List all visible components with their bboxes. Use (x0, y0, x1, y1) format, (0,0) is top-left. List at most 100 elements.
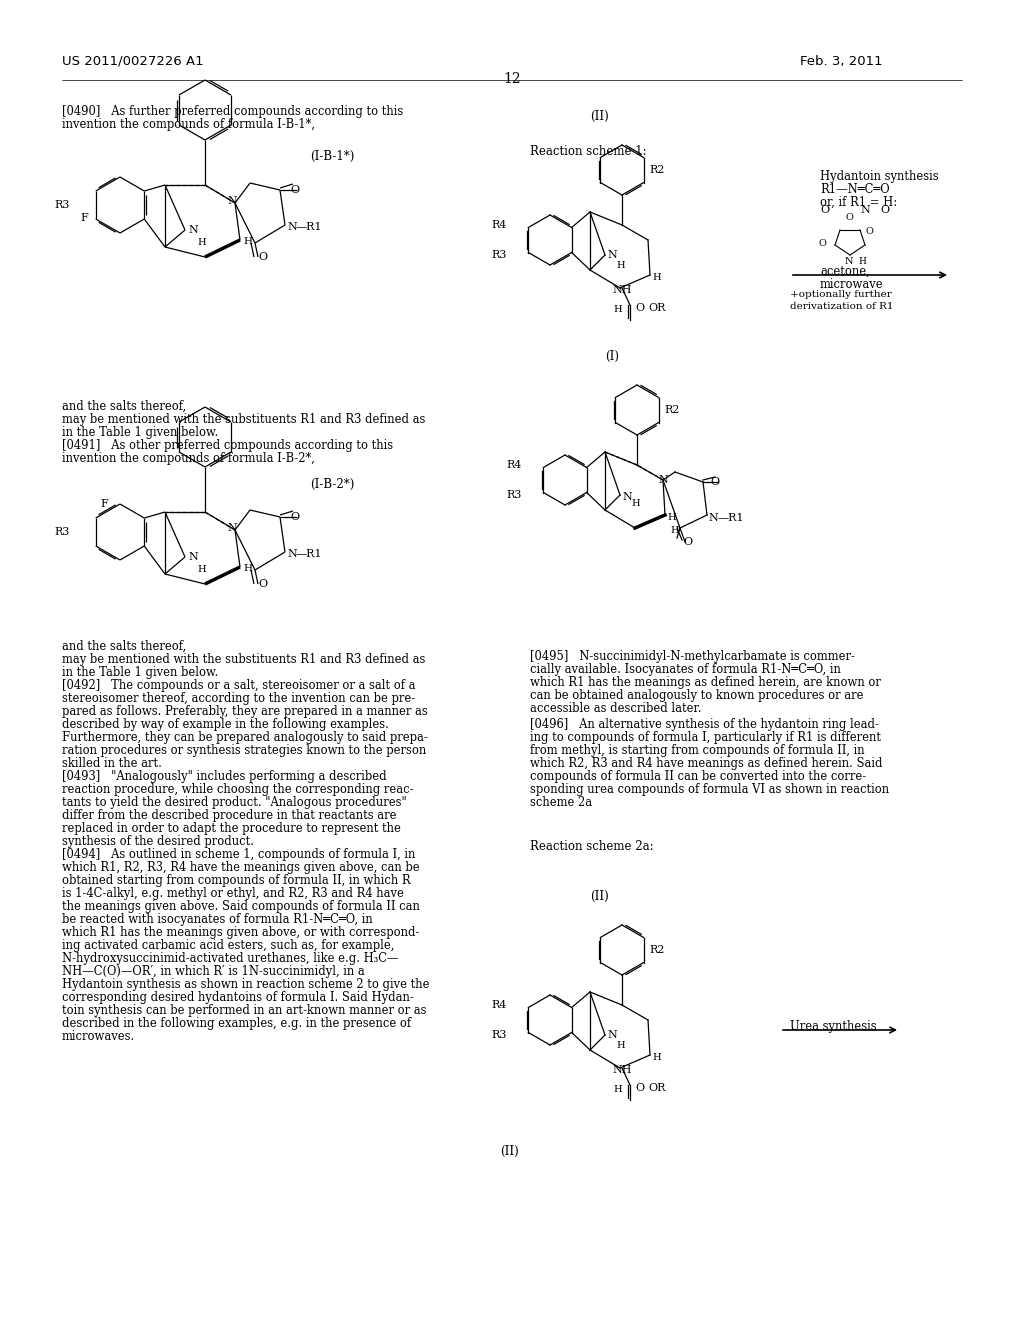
Text: ration procedures or synthesis strategies known to the person: ration procedures or synthesis strategie… (62, 744, 426, 756)
Text: H: H (616, 1041, 625, 1049)
Text: R2: R2 (664, 405, 679, 414)
Text: O: O (866, 227, 873, 236)
Text: O: O (845, 213, 853, 222)
Text: toin synthesis can be performed in an art-known manner or as: toin synthesis can be performed in an ar… (62, 1005, 427, 1016)
Text: [0496]   An alternative synthesis of the hydantoin ring lead-: [0496] An alternative synthesis of the h… (530, 718, 879, 731)
Text: H: H (613, 305, 622, 314)
Text: (II): (II) (590, 110, 608, 123)
Text: F: F (80, 213, 88, 223)
Text: can be obtained analogously to known procedures or are: can be obtained analogously to known pro… (530, 689, 863, 702)
Text: H: H (858, 257, 866, 267)
Text: accessible as described later.: accessible as described later. (530, 702, 701, 715)
Text: acetone,: acetone, (820, 265, 869, 279)
Text: compounds of formula II can be converted into the corre-: compounds of formula II can be converted… (530, 770, 866, 783)
Text: H: H (197, 238, 206, 247)
Text: H: H (197, 565, 206, 574)
Text: obtained starting from compounds of formula II, in which R: obtained starting from compounds of form… (62, 874, 411, 887)
Text: in the Table 1 given below.: in the Table 1 given below. (62, 667, 218, 678)
Text: N: N (607, 1030, 616, 1040)
Text: NH: NH (612, 285, 632, 294)
Text: described in the following examples, e.g. in the presence of: described in the following examples, e.g… (62, 1016, 411, 1030)
Text: Reaction scheme 2a:: Reaction scheme 2a: (530, 840, 653, 853)
Text: 12: 12 (503, 73, 521, 86)
Text: O: O (818, 239, 826, 248)
Text: N: N (622, 492, 632, 502)
Text: US 2011/0027226 A1: US 2011/0027226 A1 (62, 55, 204, 69)
Text: sponding urea compounds of formula VI as shown in reaction: sponding urea compounds of formula VI as… (530, 783, 889, 796)
Text: (I): (I) (605, 350, 618, 363)
Text: invention the compounds of formula I-B-1*,: invention the compounds of formula I-B-1… (62, 117, 315, 131)
Text: or, if R1 = H:: or, if R1 = H: (820, 195, 897, 209)
Text: O: O (290, 185, 299, 195)
Text: O: O (683, 537, 692, 546)
Text: R3: R3 (54, 527, 70, 537)
Text: N: N (188, 224, 198, 235)
Text: microwaves.: microwaves. (62, 1030, 135, 1043)
Text: which R1 has the meanings as defined herein, are known or: which R1 has the meanings as defined her… (530, 676, 881, 689)
Text: R3: R3 (54, 201, 70, 210)
Text: NH: NH (612, 1065, 632, 1074)
Text: stereoisomer thereof, according to the invention can be pre-: stereoisomer thereof, according to the i… (62, 692, 415, 705)
Text: H: H (243, 564, 252, 573)
Text: derivatization of R1: derivatization of R1 (790, 302, 894, 312)
Text: H: H (671, 525, 679, 535)
Text: be reacted with isocyanates of formula R1-N═C═O, in: be reacted with isocyanates of formula R… (62, 913, 373, 927)
Text: differ from the described procedure in that reactants are: differ from the described procedure in t… (62, 809, 396, 822)
Text: R3: R3 (492, 249, 507, 260)
Text: N: N (860, 205, 869, 215)
Text: and the salts thereof,: and the salts thereof, (62, 400, 186, 413)
Text: may be mentioned with the substituents R1 and R3 defined as: may be mentioned with the substituents R… (62, 653, 425, 667)
Text: H: H (652, 273, 660, 282)
Text: which R1, R2, R3, R4 have the meanings given above, can be: which R1, R2, R3, R4 have the meanings g… (62, 861, 420, 874)
Text: R3: R3 (507, 490, 522, 500)
Text: [0493]   "Analogously" includes performing a described: [0493] "Analogously" includes performing… (62, 770, 387, 783)
Text: ing activated carbamic acid esters, such as, for example,: ing activated carbamic acid esters, such… (62, 939, 394, 952)
Text: [0494]   As outlined in scheme 1, compounds of formula I, in: [0494] As outlined in scheme 1, compound… (62, 847, 416, 861)
Text: Furthermore, they can be prepared analogously to said prepa-: Furthermore, they can be prepared analog… (62, 731, 428, 744)
Text: (II): (II) (500, 1144, 519, 1158)
Text: —R1: —R1 (296, 222, 323, 232)
Text: —R1: —R1 (296, 549, 323, 558)
Text: F: F (100, 499, 108, 510)
Text: OR: OR (648, 1082, 666, 1093)
Text: R1—N═C═O: R1—N═C═O (820, 183, 890, 195)
Text: in the Table 1 given below.: in the Table 1 given below. (62, 426, 218, 440)
Text: N: N (227, 195, 237, 206)
Text: O: O (710, 477, 719, 487)
Text: pared as follows. Preferably, they are prepared in a manner as: pared as follows. Preferably, they are p… (62, 705, 428, 718)
Text: microwave: microwave (820, 279, 884, 290)
Text: R4: R4 (492, 220, 507, 230)
Text: from methyl, is starting from compounds of formula II, in: from methyl, is starting from compounds … (530, 744, 864, 756)
Text: NH—C(O)—OR′, in which R′ is 1N-succinimidyl, in a: NH—C(O)—OR′, in which R′ is 1N-succinimi… (62, 965, 365, 978)
Text: tants to yield the desired product. "Analogous procedures": tants to yield the desired product. "Ana… (62, 796, 407, 809)
Text: skilled in the art.: skilled in the art. (62, 756, 162, 770)
Text: Reaction scheme 1:: Reaction scheme 1: (530, 145, 646, 158)
Text: O: O (820, 205, 829, 215)
Text: [0490]   As further preferred compounds according to this: [0490] As further preferred compounds ac… (62, 106, 403, 117)
Text: described by way of example in the following examples.: described by way of example in the follo… (62, 718, 389, 731)
Text: N: N (845, 257, 853, 267)
Text: O: O (258, 579, 267, 589)
Text: O: O (635, 304, 644, 313)
Text: reaction procedure, while choosing the corresponding reac-: reaction procedure, while choosing the c… (62, 783, 414, 796)
Text: (I-B-2*): (I-B-2*) (310, 478, 354, 491)
Text: H: H (616, 261, 625, 271)
Text: N: N (287, 549, 297, 558)
Text: which R1 has the meanings given above, or with correspond-: which R1 has the meanings given above, o… (62, 927, 420, 939)
Text: [0492]   The compounds or a salt, stereoisomer or a salt of a: [0492] The compounds or a salt, stereois… (62, 678, 416, 692)
Text: N: N (287, 222, 297, 232)
Text: Hydantoin synthesis as shown in reaction scheme 2 to give the: Hydantoin synthesis as shown in reaction… (62, 978, 429, 991)
Text: OR: OR (648, 304, 666, 313)
Text: the meanings given above. Said compounds of formula II can: the meanings given above. Said compounds… (62, 900, 420, 913)
Text: +optionally further: +optionally further (790, 290, 892, 300)
Text: invention the compounds of formula I-B-2*,: invention the compounds of formula I-B-2… (62, 451, 314, 465)
Text: R2: R2 (649, 945, 665, 954)
Text: Urea synthesis: Urea synthesis (790, 1020, 877, 1034)
Text: R2: R2 (649, 165, 665, 176)
Text: O: O (635, 1082, 644, 1093)
Text: synthesis of the desired product.: synthesis of the desired product. (62, 836, 254, 847)
Text: and the salts thereof,: and the salts thereof, (62, 640, 186, 653)
Text: N: N (708, 513, 718, 523)
Text: Hydantoin synthesis: Hydantoin synthesis (820, 170, 939, 183)
Text: H: H (243, 238, 252, 246)
